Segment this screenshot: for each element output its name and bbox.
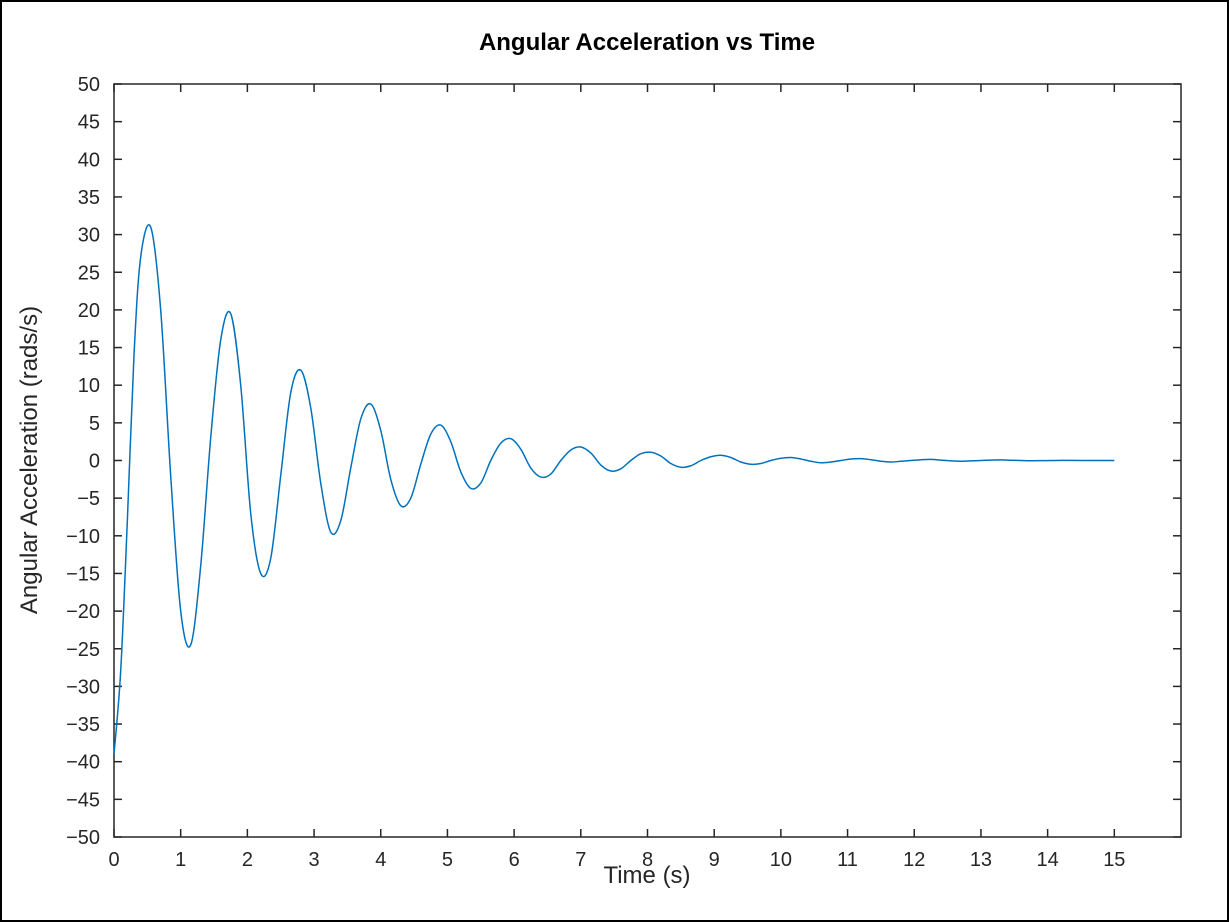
x-tick-label: 0 [108,849,119,871]
y-tick-label: 5 [89,413,100,435]
y-tick-label: −30 [66,676,100,698]
y-tick-label: 20 [78,300,100,322]
y-tick-label: −15 [66,563,100,585]
y-tick-label: −5 [77,488,100,510]
y-tick-label: −40 [66,752,100,774]
chart-title: Angular Acceleration vs Time [479,29,815,56]
x-axis-label: Time (s) [603,862,690,889]
x-tick-label: 12 [903,849,925,871]
x-axis: 0 1 2 3 4 5 6 7 8 9 10 11 12 13 14 15 [108,84,1125,871]
y-tick-label: −50 [66,827,100,849]
x-tick-label: 6 [509,849,520,871]
x-tick-label: 10 [770,849,792,871]
y-tick-label: 10 [78,375,100,397]
y-tick-label: 35 [78,187,100,209]
y-axis: 50454035302520151050−5−10−15−20−25−30−35… [66,74,1181,849]
y-tick-label: −20 [66,601,100,623]
y-tick-label: 50 [78,74,100,96]
x-tick-label: 7 [575,849,586,871]
x-tick-label: 14 [1037,849,1059,871]
y-tick-label: 15 [78,338,100,360]
series-line-angular-acceleration [113,224,1115,755]
x-tick-label: 13 [970,849,992,871]
y-axis-label: Angular Acceleration (rads/s) [16,306,43,614]
y-tick-label: 0 [89,451,100,473]
y-tick-label: −45 [66,789,100,811]
x-tick-label: 11 [837,849,858,871]
x-tick-label: 8 [642,849,653,871]
y-tick-label: 25 [78,262,100,284]
y-tick-label: −35 [66,714,100,736]
y-tick-label: −25 [66,639,100,661]
x-tick-label: 9 [709,849,720,871]
x-tick-label: 2 [242,849,253,871]
y-tick-label: −10 [66,526,100,548]
y-tick-label: 30 [78,225,100,247]
x-tick-label: 15 [1103,849,1125,871]
y-tick-label: 45 [78,112,100,134]
x-tick-label: 1 [175,849,186,871]
x-tick-label: 5 [442,849,453,871]
x-tick-label: 3 [309,849,320,871]
y-tick-label: 40 [78,149,100,171]
x-tick-label: 4 [375,849,386,871]
